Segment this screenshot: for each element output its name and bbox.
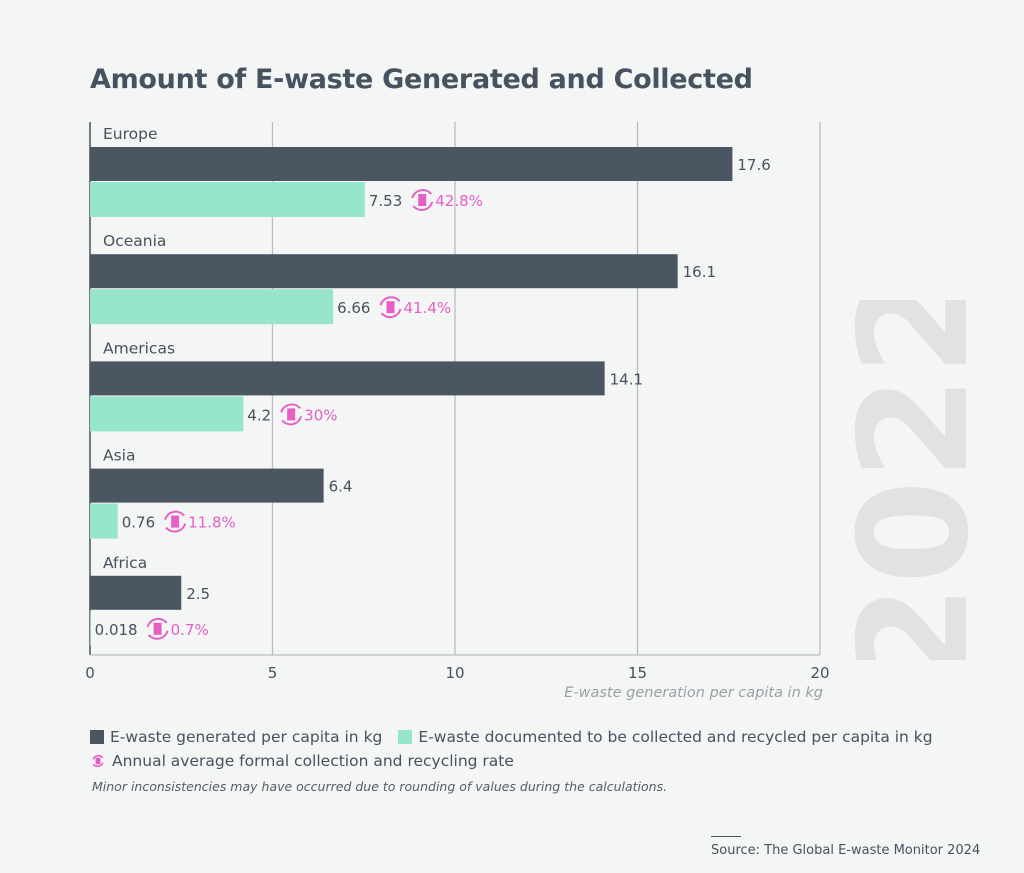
bar-collected xyxy=(90,182,365,217)
category-label: Africa xyxy=(103,554,147,572)
bar-generated xyxy=(90,468,324,503)
value-label-collected: 0.76 xyxy=(122,514,155,532)
legend-label-generated: E-waste generated per capita in kg xyxy=(110,728,383,746)
legend-swatch-collected xyxy=(398,730,413,744)
category-label: Asia xyxy=(103,447,135,465)
value-label-generated: 17.6 xyxy=(737,156,770,174)
recycle-rate-icon xyxy=(164,510,187,533)
value-label-collected: 0.018 xyxy=(95,621,138,639)
bar-generated xyxy=(90,254,678,289)
value-label-collected: 6.66 xyxy=(337,299,370,317)
footnote: Minor inconsistencies may have occurred … xyxy=(92,779,668,794)
recycle-rate-icon xyxy=(280,403,303,426)
category-label: Oceania xyxy=(103,232,166,250)
rate-label: 30% xyxy=(304,406,337,424)
recycle-rate-icon xyxy=(411,189,434,211)
x-tick-label: 10 xyxy=(445,664,464,682)
x-tick-label: 15 xyxy=(628,664,647,682)
watermark-text: 2022 xyxy=(848,300,978,660)
recycle-rate-icon xyxy=(146,617,169,640)
year-watermark: 2022 xyxy=(848,300,978,660)
bar-collected xyxy=(90,289,334,325)
bar-chart: 0 5 10 15 20 E-waste generation per capita in… xyxy=(85,122,830,701)
value-label-generated: 14.1 xyxy=(610,370,643,388)
value-label-generated: 16.1 xyxy=(683,263,716,281)
bar-collected xyxy=(90,503,118,539)
value-label-collected: 7.53 xyxy=(369,192,402,210)
bar-generated xyxy=(90,147,733,181)
category-label: Europe xyxy=(103,125,158,143)
bar-generated xyxy=(90,361,605,396)
rate-label: 42.8% xyxy=(435,192,483,210)
recycle-rate-icon xyxy=(92,755,104,767)
source-divider xyxy=(711,836,741,837)
x-tick-label: 5 xyxy=(268,664,278,682)
legend-row-2: Annual average formal collection and rec… xyxy=(90,752,514,770)
legend-swatch-generated xyxy=(90,730,104,744)
recycle-rate-icon xyxy=(379,296,402,319)
bar-collected xyxy=(90,610,91,646)
x-axis-label: E-waste generation per capita in kg xyxy=(564,685,823,701)
source-text: Source: The Global E-waste Monitor 2024 xyxy=(711,843,981,858)
legend-label-rate: Annual average formal collection and rec… xyxy=(112,752,514,770)
legend-row-1: E-waste generated per capita in kg E-was… xyxy=(90,728,933,746)
rate-label: 41.4% xyxy=(403,299,451,317)
value-label-generated: 6.4 xyxy=(329,478,353,496)
bar-generated xyxy=(90,575,182,610)
x-tick-label: 20 xyxy=(810,664,829,682)
value-label-collected: 4.2 xyxy=(247,406,271,424)
legend-label-collected: E-waste documented to be collected and r… xyxy=(418,728,933,746)
category-label: Americas xyxy=(103,339,175,357)
bar-collected xyxy=(90,396,244,432)
chart-title: Amount of E-waste Generated and Collecte… xyxy=(90,64,753,95)
rate-label: 11.8% xyxy=(188,514,236,532)
value-label-generated: 2.5 xyxy=(186,585,210,603)
rate-label: 0.7% xyxy=(171,621,209,639)
x-tick-label: 0 xyxy=(85,664,95,682)
